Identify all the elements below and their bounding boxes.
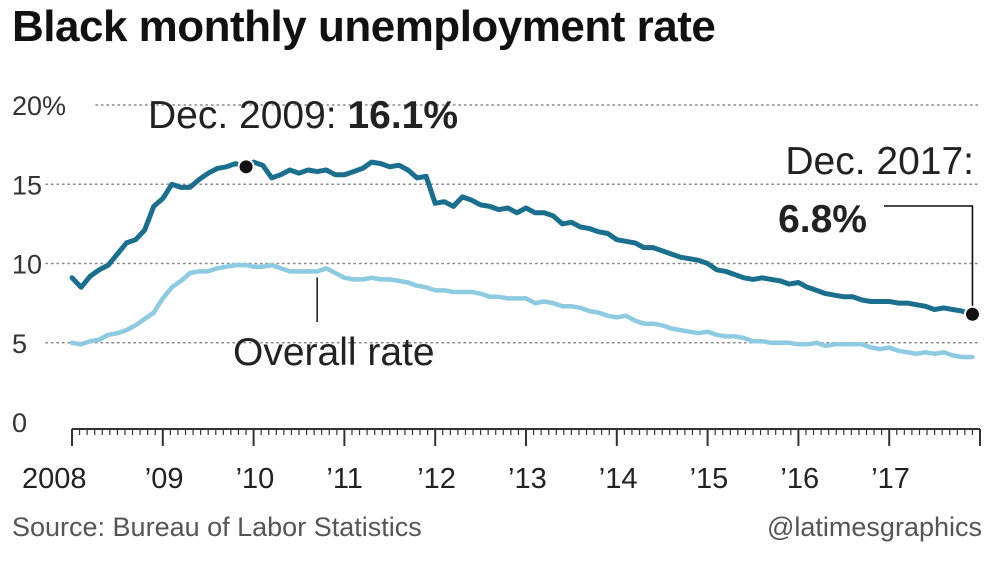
x-tick-label: ’09 — [145, 463, 184, 495]
x-tick-label: ’13 — [508, 463, 547, 495]
y-tick-label: 20% — [12, 91, 66, 121]
x-tick-label: ’16 — [780, 463, 819, 495]
black-rate-line — [69, 159, 975, 317]
x-tick-label: ’11 — [326, 463, 363, 495]
x-axis-tick-labels: 2008 ’09 ’10 ’11 ’12 ’13 ’14 ’15 ’16 ’17 — [22, 463, 910, 495]
y-tick-label: 15 — [12, 170, 42, 200]
overall-rate-line — [69, 262, 975, 360]
latest-leader-line — [884, 205, 974, 307]
x-tick-label: ’12 — [417, 463, 456, 495]
peak-annotation-value: 16.1% — [347, 94, 458, 137]
x-tick-label: 2008 — [22, 463, 87, 495]
peak-annotation: Dec. 2009: 16.1% — [148, 94, 458, 137]
overall-rate-label: Overall rate — [233, 331, 435, 374]
peak-annotation-label: Dec. 2009: — [148, 94, 347, 137]
y-tick-label: 5 — [12, 329, 27, 359]
source-note: Source: Bureau of Labor Statistics — [12, 512, 422, 542]
gridlines — [45, 104, 981, 344]
y-tick-label: 0 — [12, 408, 27, 438]
y-tick-label: 10 — [12, 250, 42, 280]
latest-marker — [963, 305, 981, 323]
credit-handle: @latimesgraphics — [767, 512, 982, 542]
series-lines — [69, 159, 975, 360]
chart-title: Black monthly unemployment rate — [12, 2, 716, 51]
x-tick-label: ’17 — [871, 463, 910, 495]
x-tick-label: ’15 — [690, 463, 729, 495]
annotations: Dec. 2009: 16.1% Dec. 2017: 6.8% Overall… — [148, 94, 981, 374]
x-tick-label: ’14 — [599, 463, 638, 495]
x-axis — [71, 428, 981, 446]
x-tick-label: ’10 — [236, 463, 275, 495]
peak-marker — [237, 158, 255, 176]
latest-annotation-value: 6.8% — [778, 198, 867, 241]
latest-annotation-label: Dec. 2017: — [785, 140, 974, 183]
y-axis-tick-labels: 0 5 10 15 20% — [12, 91, 66, 438]
